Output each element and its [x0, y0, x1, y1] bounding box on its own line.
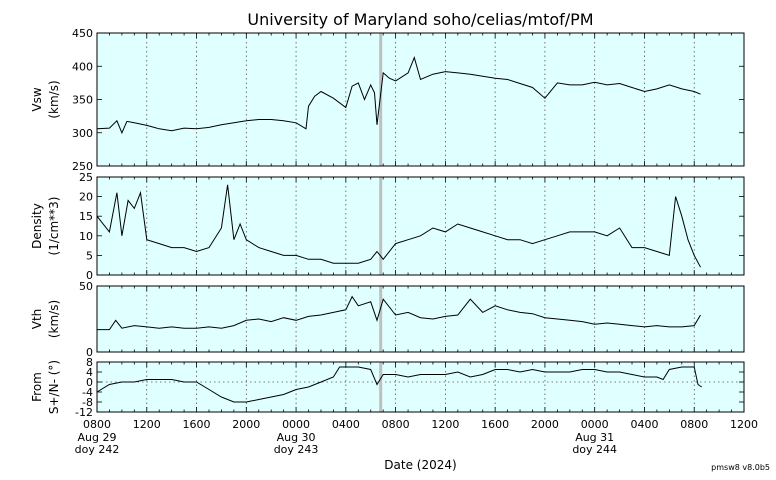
- y-tick-label: 400: [72, 60, 93, 73]
- y-tick-label: 0: [86, 346, 93, 359]
- y-tick-label: 20: [79, 191, 93, 204]
- y-tick-label: 300: [72, 127, 93, 140]
- panel-background: [97, 286, 744, 352]
- y-tick-label: 10: [79, 230, 93, 243]
- y-axis-label: Vth: [30, 309, 44, 330]
- y-axis-label: Density: [30, 203, 44, 249]
- y-axis-label: (km/s): [47, 80, 61, 118]
- panel-background: [97, 362, 744, 412]
- panel-background: [97, 177, 744, 275]
- x-tick-label: 2000: [531, 418, 559, 431]
- panel-background: [97, 33, 744, 166]
- x-tick-label: 0800: [83, 418, 111, 431]
- y-tick-label: -8: [82, 396, 93, 409]
- x-tick-label: 1200: [133, 418, 161, 431]
- x-tick-label: 2000: [232, 418, 260, 431]
- y-axis-label: S+/N- (°): [47, 360, 61, 414]
- x-axis-label: Date (2024): [384, 458, 456, 472]
- y-tick-label: 450: [72, 27, 93, 40]
- y-tick-label: 0: [86, 376, 93, 389]
- x-day-label: Aug 31: [575, 431, 614, 444]
- y-axis-label: (km/s): [47, 300, 61, 338]
- y-axis-label: (1/cm**3): [47, 197, 61, 256]
- x-doy-label: doy 244: [572, 443, 617, 456]
- y-tick-label: 25: [79, 171, 93, 184]
- x-doy-label: doy 242: [75, 443, 120, 456]
- x-day-label: Aug 30: [277, 431, 316, 444]
- x-tick-label: 0800: [680, 418, 708, 431]
- x-tick-label: 0000: [581, 418, 609, 431]
- y-tick-label: -4: [82, 386, 93, 399]
- y-tick-label: 8: [86, 356, 93, 369]
- x-tick-label: 0400: [630, 418, 658, 431]
- x-doy-label: doy 243: [274, 443, 319, 456]
- x-tick-label: 1600: [481, 418, 509, 431]
- x-day-label: Aug 29: [78, 431, 117, 444]
- y-tick-label: 5: [86, 249, 93, 262]
- version-label: pmsw8 v8.0b5: [711, 463, 770, 472]
- series-line: [96, 56, 701, 135]
- x-tick-label: 0000: [282, 418, 310, 431]
- x-tick-label: 0800: [382, 418, 410, 431]
- y-tick-label: 4: [86, 366, 93, 379]
- y-tick-label: 0: [86, 269, 93, 282]
- y-axis-label: Vsw: [30, 87, 44, 111]
- x-tick-label: 1600: [183, 418, 211, 431]
- y-tick-label: 350: [72, 94, 93, 107]
- series-line: [96, 366, 702, 403]
- x-tick-label: 1200: [730, 418, 758, 431]
- x-tick-label: 0400: [332, 418, 360, 431]
- y-tick-label: 15: [79, 210, 93, 223]
- y-tick-label: 250: [72, 160, 93, 173]
- x-tick-label: 1200: [431, 418, 459, 431]
- series-line: [96, 184, 701, 268]
- y-tick-label: -12: [75, 406, 93, 419]
- y-axis-label: From: [30, 372, 44, 402]
- series-line: [97, 295, 701, 331]
- y-tick-label: 50: [79, 280, 93, 293]
- chart-title: University of Maryland soho/celias/mtof/…: [247, 10, 593, 29]
